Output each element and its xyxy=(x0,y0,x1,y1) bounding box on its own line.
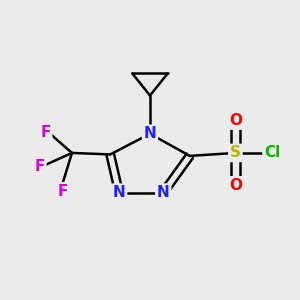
Text: F: F xyxy=(58,184,68,199)
Text: N: N xyxy=(144,126,156,141)
Text: S: S xyxy=(230,146,241,160)
Text: N: N xyxy=(113,185,125,200)
Text: O: O xyxy=(229,178,242,193)
Text: Cl: Cl xyxy=(264,146,280,160)
Text: N: N xyxy=(157,185,169,200)
Text: F: F xyxy=(40,125,51,140)
Text: F: F xyxy=(34,159,45,174)
Text: O: O xyxy=(229,113,242,128)
